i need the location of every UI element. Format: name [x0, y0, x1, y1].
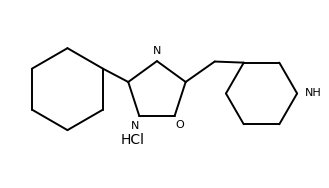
Text: NH: NH — [305, 89, 321, 99]
Text: O: O — [176, 120, 185, 130]
Text: N: N — [153, 46, 161, 56]
Text: N: N — [131, 121, 139, 131]
Text: HCl: HCl — [120, 133, 144, 147]
